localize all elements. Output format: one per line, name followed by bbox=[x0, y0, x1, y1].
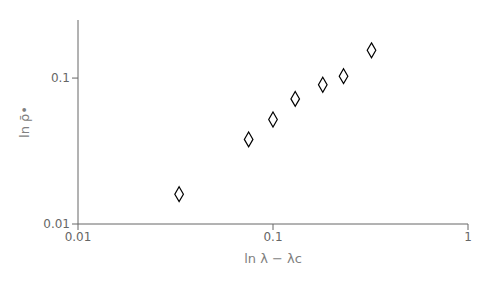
svg-text:ln λ − λc: ln λ − λc bbox=[244, 251, 302, 266]
svg-text:0.01: 0.01 bbox=[65, 230, 92, 244]
svg-text:0.1: 0.1 bbox=[51, 71, 70, 85]
svg-text:0.1: 0.1 bbox=[263, 230, 282, 244]
svg-text:1: 1 bbox=[464, 230, 472, 244]
svg-text:0.01: 0.01 bbox=[43, 217, 70, 231]
svg-text:ln ρ̄•: ln ρ̄• bbox=[17, 106, 32, 138]
